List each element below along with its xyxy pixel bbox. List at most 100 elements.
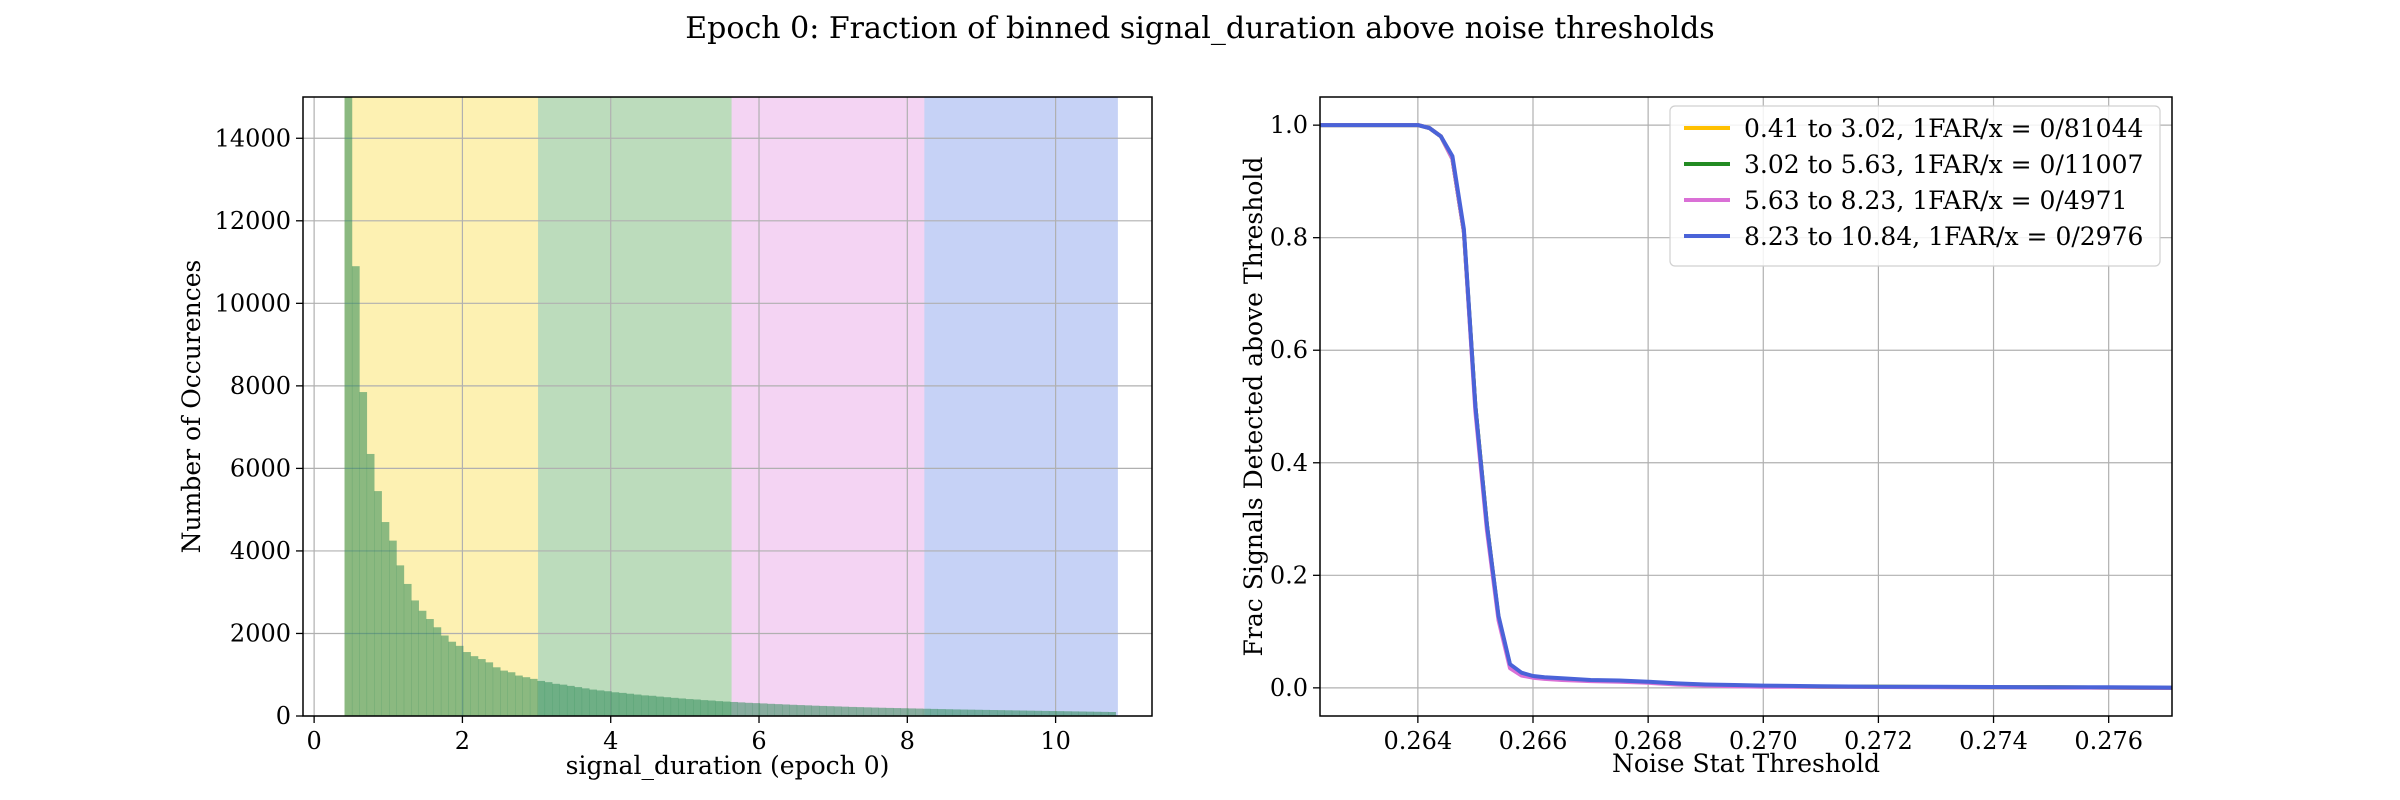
histogram-bar	[796, 705, 805, 716]
histogram-bar	[997, 710, 1005, 716]
histogram-bar	[989, 710, 998, 716]
histogram-bar	[922, 708, 931, 716]
histogram-bar	[767, 703, 775, 716]
histogram-bar	[952, 709, 961, 716]
histogram-bar	[411, 600, 419, 716]
y-tick-label: 0.6	[1270, 336, 1308, 364]
histogram-bar	[1100, 711, 1109, 716]
histogram-bar	[663, 697, 672, 716]
histogram-bar	[774, 704, 783, 716]
histogram-bar	[581, 688, 590, 716]
histogram-bar	[1034, 710, 1042, 716]
y-tick-label: 6000	[230, 454, 291, 482]
histogram-bar	[559, 684, 568, 716]
histogram-bars	[344, 97, 1116, 716]
y-tick-label: 0.8	[1270, 224, 1308, 252]
y-tick-label: 4000	[230, 537, 291, 565]
histogram-bar	[448, 641, 457, 716]
histogram-bar	[344, 97, 353, 716]
duration-band-3	[924, 97, 1118, 716]
histogram-bar	[1004, 710, 1013, 716]
x-tick-label: 0	[306, 727, 321, 755]
legend-entry-1: 3.02 to 5.63, 1FAR/x = 0/11007	[1744, 150, 2143, 179]
histogram-bar	[885, 707, 894, 716]
histogram-bar	[1026, 710, 1035, 716]
histogram-bar	[863, 707, 872, 716]
histogram-bar	[693, 699, 701, 716]
histogram-bar	[403, 583, 412, 716]
x-tick-label: 0.270	[1729, 727, 1798, 755]
histogram-bar	[841, 706, 850, 716]
histogram-bar	[618, 692, 627, 716]
histogram-bar	[893, 708, 901, 716]
histogram-bar	[737, 702, 746, 716]
histogram-bar	[604, 691, 612, 716]
histogram-bar	[1019, 710, 1027, 716]
x-tick-label: 4	[603, 727, 618, 755]
histogram-bar	[1011, 710, 1020, 716]
histogram-bar	[477, 659, 486, 716]
histogram-bar	[945, 709, 953, 716]
histogram-bands	[344, 97, 1118, 716]
legend-entry-0: 0.41 to 3.02, 1FAR/x = 0/81044	[1744, 114, 2143, 143]
histogram-bar	[744, 702, 753, 716]
line-chart-y-axis-label: Frac Signals Detected above Threshold	[1239, 157, 1268, 657]
histogram-y-ticks: 0 2000 4000 6000 8000 10000 12000 14000	[215, 124, 303, 730]
histogram-bar	[678, 698, 686, 716]
histogram-bar	[381, 522, 390, 716]
histogram-bar	[752, 703, 761, 716]
histogram-bar	[908, 708, 916, 716]
histogram-chart: 0 2 4 6 8 10 0 2000 4000 6000 8000 10000 12000 14000…	[177, 96, 1153, 780]
x-tick-label: 2	[455, 727, 470, 755]
x-tick-label: 0.264	[1384, 727, 1453, 755]
histogram-bar	[1048, 711, 1057, 716]
histogram-bar	[396, 565, 405, 716]
histogram-bar	[900, 708, 909, 716]
histogram-bar	[470, 656, 479, 716]
legend-box	[1669, 105, 2161, 267]
y-tick-label: 0.2	[1270, 561, 1308, 589]
histogram-bar	[537, 680, 546, 716]
histogram-bar	[589, 689, 597, 716]
histogram-bar	[848, 706, 857, 716]
y-tick-label: 0	[276, 702, 291, 730]
histogram-bar	[633, 694, 642, 716]
legend-entry-2: 5.63 to 8.23, 1FAR/x = 0/4971	[1744, 186, 2127, 215]
histogram-bar	[566, 685, 575, 716]
y-tick-label: 2000	[230, 619, 291, 647]
histogram-bar	[433, 627, 442, 716]
line-chart-x-ticks: 0.264 0.266 0.268 0.270 0.272 0.274 0.276	[1384, 716, 2143, 755]
histogram-bar	[819, 705, 827, 716]
histogram-bar	[1078, 711, 1087, 716]
histogram-bar	[811, 705, 820, 716]
histogram-bar	[833, 706, 842, 716]
y-tick-label: 8000	[230, 372, 291, 400]
histogram-bar	[759, 703, 768, 716]
histogram-bar	[915, 708, 924, 716]
histogram-bar	[707, 700, 716, 716]
histogram-bar	[485, 662, 494, 716]
y-tick-label: 10000	[215, 289, 291, 317]
figure-title: Epoch 0: Fraction of binned signal_durat…	[685, 11, 1714, 46]
histogram-bar	[1108, 711, 1116, 716]
x-tick-label: 8	[900, 727, 915, 755]
line-chart-y-ticks: 0.0 0.2 0.4 0.6 0.8 1.0	[1270, 111, 1320, 702]
histogram-bar	[351, 266, 360, 716]
histogram-bar	[440, 635, 449, 716]
histogram-bar	[455, 645, 464, 716]
histogram-bar	[715, 701, 723, 716]
x-tick-label: 10	[1040, 727, 1071, 755]
histogram-bar	[700, 700, 709, 716]
histogram-bar	[1071, 711, 1079, 716]
x-tick-label: 0.274	[1959, 727, 2028, 755]
histogram-x-axis-label: signal_duration (epoch 0)	[566, 751, 890, 780]
histogram-bar	[789, 704, 798, 716]
line-chart-x-axis-label: Noise Stat Threshold	[1612, 749, 1880, 778]
y-tick-label: 12000	[215, 207, 291, 235]
x-tick-label: 0.268	[1614, 727, 1683, 755]
histogram-bar	[544, 682, 553, 716]
histogram-grid	[303, 97, 1152, 717]
histogram-bar	[930, 708, 939, 716]
histogram-bar	[389, 540, 397, 716]
y-tick-label: 0.4	[1270, 449, 1308, 477]
